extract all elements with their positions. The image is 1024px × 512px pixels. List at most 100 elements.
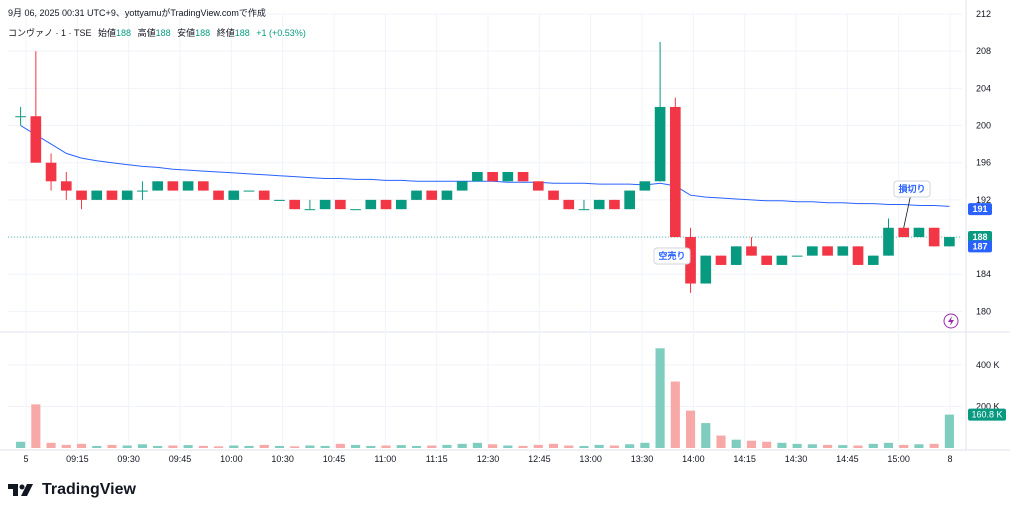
candle-body — [502, 172, 514, 182]
time-tick-label: 11:15 — [426, 454, 448, 464]
volume-bar — [777, 442, 787, 448]
candle-body — [258, 190, 270, 200]
volume-bar — [472, 442, 482, 448]
volume-bar — [899, 444, 909, 448]
candle-body — [624, 190, 635, 210]
candle-body — [532, 181, 544, 191]
candle-body — [106, 190, 118, 200]
volume-bar — [46, 442, 56, 448]
annot-layer: 空売り 損切り — [653, 180, 959, 329]
volume-bar — [685, 410, 696, 448]
volume-bar — [366, 445, 376, 448]
candle-body — [121, 190, 133, 200]
volume-bar — [655, 348, 665, 448]
tradingview-logo[interactable]: TradingView — [8, 481, 136, 499]
candle-body — [91, 190, 103, 200]
candle-body — [700, 255, 712, 284]
candle-body — [411, 190, 422, 200]
volume-bar — [762, 441, 772, 448]
candle-body — [776, 255, 788, 265]
volume-bar — [670, 381, 680, 448]
candle-body — [791, 255, 803, 257]
volume-bar — [564, 445, 574, 448]
chart-caption: 9月 06, 2025 00:31 UTC+9、yottyamuがTrading… — [8, 8, 266, 18]
candle-body — [913, 227, 925, 238]
time-tick-label: 11:00 — [374, 454, 396, 464]
price-tick-label: 192 — [976, 195, 991, 205]
low-label: 安値 — [177, 28, 196, 38]
candle-body — [639, 181, 651, 191]
volume-bar — [701, 423, 711, 448]
time-tick-label: 13:30 — [631, 454, 654, 464]
time-tick-label: 5 — [23, 454, 28, 464]
price-badge — [968, 203, 992, 216]
candle-body — [426, 190, 438, 200]
volume-bar — [198, 445, 208, 448]
candle-body — [883, 227, 894, 256]
price-tick-label: 200 — [976, 121, 991, 131]
candle-body — [487, 172, 498, 182]
volume-bar — [61, 444, 71, 448]
volume-bar — [883, 442, 894, 448]
candle-body — [578, 209, 590, 211]
volume-badge-label: 160.8 K — [971, 410, 1002, 420]
change-value: +1 (+0.53%) — [256, 28, 306, 38]
candle-body — [395, 199, 407, 210]
volume-bar — [244, 445, 254, 448]
candle-body — [15, 116, 26, 118]
stop-loss-annotation-box — [893, 180, 931, 198]
volume-bar — [579, 445, 589, 448]
candle-body — [380, 199, 392, 210]
low-value: 188 — [195, 28, 211, 38]
volume-bar — [411, 445, 422, 448]
vwap-line — [20, 125, 950, 207]
time-tick-label: 09:30 — [117, 454, 140, 464]
candle-body — [472, 172, 483, 182]
candle-body — [350, 209, 361, 211]
candle-body — [867, 255, 879, 265]
volume-bar — [625, 444, 635, 448]
candle-body — [685, 237, 696, 284]
volume-tick-label: 200 K — [976, 401, 1000, 411]
volume-bar — [92, 445, 102, 448]
volume-bar — [305, 445, 315, 448]
price-tick-label: 204 — [976, 83, 991, 93]
volume-bar — [107, 444, 117, 448]
volume-bar — [442, 444, 452, 448]
price-badge — [968, 240, 992, 253]
symbol-name[interactable]: コンヴァノ · 1 · TSE — [8, 28, 92, 38]
candle-body — [944, 237, 955, 247]
volume-bar — [823, 444, 833, 448]
time-tick-label: 10:30 — [271, 454, 294, 464]
candle-body — [669, 106, 681, 238]
price-tick-label: 180 — [976, 306, 991, 316]
volume-bar — [320, 445, 330, 448]
open-label: 始値 — [98, 28, 117, 38]
symbol-legend[interactable]: コンヴァノ · 1 · TSE 始値188 高値188 安値188 終値188 … — [8, 26, 306, 39]
candle-body — [715, 255, 727, 265]
short-sell-annotation-text: 空売り — [658, 250, 685, 261]
candle-body — [548, 190, 559, 200]
volume-bar — [503, 445, 513, 448]
time-tick-label: 09:45 — [169, 454, 192, 464]
price-badge-label: 187 — [972, 241, 987, 251]
volume-bar — [259, 444, 269, 448]
candle-body — [807, 246, 818, 256]
vwap-layer — [8, 125, 962, 238]
candle-body — [243, 190, 255, 192]
candle-body — [213, 190, 224, 200]
high-label: 高値 — [137, 28, 156, 38]
volume-bar — [807, 444, 817, 448]
price-badge-label: 191 — [972, 204, 987, 214]
volume-bar — [229, 445, 239, 448]
volume-bar — [290, 446, 300, 448]
volume-bar — [183, 445, 193, 448]
volume-bar — [76, 443, 87, 448]
volume-bar — [853, 445, 863, 448]
volume-bar — [868, 443, 878, 448]
grid-layer — [0, 0, 1010, 451]
volume-layer — [16, 348, 954, 448]
volume-bar — [457, 443, 467, 448]
candle-body — [30, 116, 42, 163]
